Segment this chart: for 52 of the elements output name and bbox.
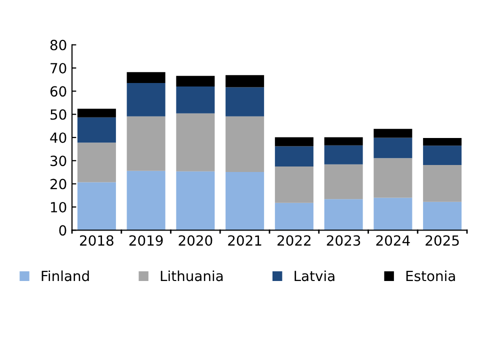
y-tick-label: 50 bbox=[50, 109, 66, 120]
x-tick-label: 2019 bbox=[129, 235, 163, 246]
y-tick-label: 30 bbox=[50, 156, 66, 166]
y-tick-label: 20 bbox=[50, 178, 66, 190]
x-tick-label: 2024 bbox=[376, 235, 410, 246]
bar bbox=[176, 113, 215, 172]
x-tick-label: 2023 bbox=[326, 235, 360, 246]
bar bbox=[126, 170, 166, 230]
bar bbox=[126, 72, 166, 84]
bar bbox=[77, 117, 116, 143]
bar bbox=[226, 172, 264, 230]
y-tick-label: 70 bbox=[50, 62, 66, 74]
legend-label: Lithuania bbox=[160, 270, 223, 282]
x-tick-label: 2025 bbox=[426, 235, 459, 246]
bar bbox=[77, 182, 116, 230]
y-tick-label: 0 bbox=[59, 225, 66, 236]
bar bbox=[274, 166, 314, 203]
legend-label: Finland bbox=[42, 270, 89, 282]
bar bbox=[226, 116, 264, 172]
bar bbox=[423, 202, 462, 230]
bar bbox=[176, 86, 215, 114]
bar bbox=[324, 145, 363, 164]
bar bbox=[77, 142, 116, 182]
y-tick-label: 80 bbox=[50, 40, 66, 50]
y-tick-label: 40 bbox=[50, 132, 66, 143]
bar bbox=[274, 202, 314, 230]
bar bbox=[274, 137, 314, 146]
bar bbox=[176, 171, 215, 230]
bar bbox=[324, 199, 363, 230]
legend-label: Latvia bbox=[294, 270, 334, 282]
x-tick-label: 2022 bbox=[278, 235, 310, 246]
x-tick-label: 2018 bbox=[80, 235, 114, 246]
bar bbox=[274, 146, 314, 166]
bar bbox=[374, 158, 412, 198]
bar bbox=[374, 198, 412, 230]
bar bbox=[423, 138, 462, 146]
bar bbox=[374, 128, 412, 138]
bar bbox=[176, 76, 215, 87]
x-tick-label: 2021 bbox=[228, 235, 262, 246]
bar bbox=[423, 165, 462, 202]
legend-label: Estonia bbox=[406, 270, 455, 282]
y-tick-label: 10 bbox=[50, 202, 66, 212]
bar bbox=[423, 146, 462, 166]
bar bbox=[226, 75, 264, 88]
bar bbox=[226, 87, 264, 116]
x-tick-label: 2020 bbox=[178, 235, 212, 246]
bar bbox=[126, 116, 166, 171]
bar bbox=[126, 83, 166, 116]
y-tick-label: 60 bbox=[50, 86, 66, 97]
bar bbox=[324, 164, 363, 200]
bar bbox=[324, 137, 363, 146]
bar bbox=[374, 138, 412, 158]
